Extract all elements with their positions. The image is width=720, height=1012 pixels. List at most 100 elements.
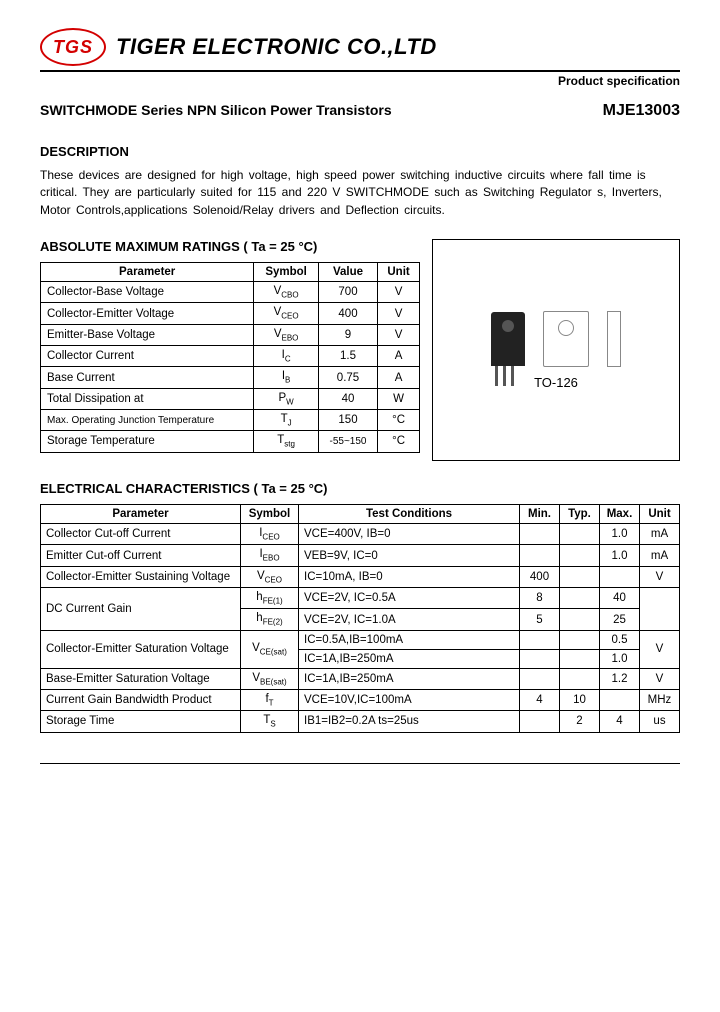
col-min: Min. <box>520 505 560 524</box>
cell: 10 <box>560 689 600 710</box>
abs-max-heading: ABSOLUTE MAXIMUM RATINGS ( Ta = 25 °C) <box>40 239 420 254</box>
table-row: Base CurrentIB0.75A <box>41 367 420 388</box>
cell: Collector-Emitter Sustaining Voltage <box>41 566 241 587</box>
cell <box>520 711 560 732</box>
package-side-icon <box>607 311 621 367</box>
cell: 40 <box>318 388 377 409</box>
series-title: SWITCHMODE Series NPN Silicon Power Tran… <box>40 102 392 118</box>
cell <box>640 588 680 631</box>
cell: hFE(1) <box>241 588 299 609</box>
cell: Collector Cut-off Current <box>41 524 241 545</box>
cell: IC <box>254 346 319 367</box>
table-row: Total Dissipation atPW40W <box>41 388 420 409</box>
cell: V <box>378 303 420 324</box>
cell: IC=1A,IB=250mA <box>299 649 520 668</box>
table-header-row: Parameter Symbol Value Unit <box>41 263 420 282</box>
col-parameter: Parameter <box>41 263 254 282</box>
col-unit: Unit <box>378 263 420 282</box>
table-row: Emitter Cut-off CurrentIEBOVEB=9V, IC=01… <box>41 545 680 566</box>
cell: VCEO <box>254 303 319 324</box>
cell: Total Dissipation at <box>41 388 254 409</box>
cell: 150 <box>318 409 377 430</box>
cell: Storage Temperature <box>41 431 254 452</box>
cell: 1.2 <box>600 668 640 689</box>
package-drawing <box>491 311 621 367</box>
mid-row: ABSOLUTE MAXIMUM RATINGS ( Ta = 25 °C) P… <box>40 239 680 461</box>
cell: us <box>640 711 680 732</box>
product-spec-label: Product specification <box>40 74 680 88</box>
cell: A <box>378 367 420 388</box>
cell: 2 <box>560 711 600 732</box>
cell <box>600 566 640 587</box>
package-diagram: TO-126 <box>432 239 680 461</box>
cell <box>560 588 600 609</box>
cell: 400 <box>318 303 377 324</box>
cell <box>560 668 600 689</box>
cell: fT <box>241 689 299 710</box>
cell: ICEO <box>241 524 299 545</box>
part-number: MJE13003 <box>603 102 680 120</box>
col-unit: Unit <box>640 505 680 524</box>
col-parameter: Parameter <box>41 505 241 524</box>
table-row: Emitter-Base VoltageVEBO9V <box>41 324 420 345</box>
cell: 4 <box>600 711 640 732</box>
cell: °C <box>378 409 420 430</box>
company-name: TIGER ELECTRONIC CO.,LTD <box>116 34 437 60</box>
cell: Base Current <box>41 367 254 388</box>
cell: TJ <box>254 409 319 430</box>
cell: Collector-Base Voltage <box>41 282 254 303</box>
cell: 4 <box>520 689 560 710</box>
cell: IB1=IB2=0.2A ts=25us <box>299 711 520 732</box>
cell: Current Gain Bandwidth Product <box>41 689 241 710</box>
cell: 1.0 <box>600 524 640 545</box>
col-symbol: Symbol <box>254 263 319 282</box>
table-row: Collector-Base VoltageVCBO700V <box>41 282 420 303</box>
cell: 25 <box>600 609 640 630</box>
cell: 1.0 <box>600 545 640 566</box>
cell <box>520 545 560 566</box>
cell: Tstg <box>254 431 319 452</box>
cell: IC=10mA, IB=0 <box>299 566 520 587</box>
cell <box>520 649 560 668</box>
cell <box>560 630 600 649</box>
cell: VEBO <box>254 324 319 345</box>
col-typ: Typ. <box>560 505 600 524</box>
cell <box>560 649 600 668</box>
cell: VCE(sat) <box>241 630 299 668</box>
cell: MHz <box>640 689 680 710</box>
cell: PW <box>254 388 319 409</box>
cell: V <box>378 324 420 345</box>
cell: V <box>640 668 680 689</box>
cell: hFE(2) <box>241 609 299 630</box>
cell: VCE=2V, IC=0.5A <box>299 588 520 609</box>
cell <box>560 545 600 566</box>
description-body: These devices are designed for high volt… <box>40 167 680 219</box>
cell: VCBO <box>254 282 319 303</box>
table-row: Base-Emitter Saturation VoltageVBE(sat)I… <box>41 668 680 689</box>
cell: VCE=2V, IC=1.0A <box>299 609 520 630</box>
cell: IB <box>254 367 319 388</box>
cell: TS <box>241 711 299 732</box>
table-row: Collector-Emitter Saturation VoltageVCE(… <box>41 630 680 649</box>
cell: mA <box>640 545 680 566</box>
table-row: Collector-Emitter VoltageVCEO400V <box>41 303 420 324</box>
cell: Collector-Emitter Voltage <box>41 303 254 324</box>
cell: VCE=400V, IB=0 <box>299 524 520 545</box>
table-row: Collector CurrentIC1.5A <box>41 346 420 367</box>
cell: DC Current Gain <box>41 588 241 631</box>
abs-max-table: Parameter Symbol Value Unit Collector-Ba… <box>40 262 420 452</box>
table-row: DC Current GainhFE(1)VCE=2V, IC=0.5A840 <box>41 588 680 609</box>
cell: VBE(sat) <box>241 668 299 689</box>
cell: 1.5 <box>318 346 377 367</box>
cell: 5 <box>520 609 560 630</box>
description-heading: DESCRIPTION <box>40 144 680 159</box>
cell: Storage Time <box>41 711 241 732</box>
footer-rule <box>40 763 680 764</box>
table-row: Storage TemperatureTstg-55~150°C <box>41 431 420 452</box>
cell: 0.5 <box>600 630 640 649</box>
header: TGS TIGER ELECTRONIC CO.,LTD <box>40 28 680 72</box>
cell: VCE=10V,IC=100mA <box>299 689 520 710</box>
package-label: TO-126 <box>534 375 578 390</box>
elec-heading: ELECTRICAL CHARACTERISTICS ( Ta = 25 °C) <box>40 481 680 496</box>
cell: 9 <box>318 324 377 345</box>
